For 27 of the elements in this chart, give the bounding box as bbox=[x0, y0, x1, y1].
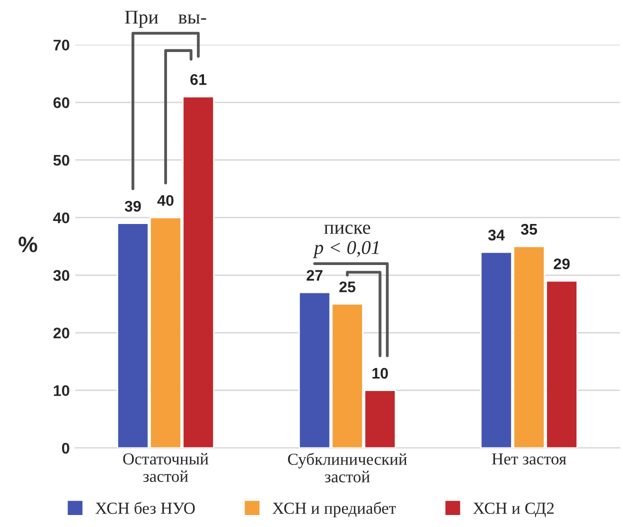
data-label: 25 bbox=[339, 281, 356, 292]
data-label: 61 bbox=[190, 74, 206, 85]
data-label: 29 bbox=[554, 258, 570, 270]
data-label: 35 bbox=[520, 224, 538, 235]
y-axis-title: % bbox=[18, 236, 38, 252]
x-tick-label: Нет застоя bbox=[492, 453, 566, 465]
legend-label: ХСН и предиабет bbox=[272, 502, 396, 518]
y-tick-label: 60 bbox=[53, 97, 70, 108]
y-tick-label: 70 bbox=[54, 40, 70, 50]
x-tick-label: Остаточный застой bbox=[123, 452, 208, 482]
x-tick-label: Субклинический застой bbox=[288, 452, 407, 482]
annotation: p < 0,01 bbox=[312, 240, 379, 258]
legend-label: ХСН без НУО bbox=[95, 502, 195, 514]
text: При вы- bbox=[125, 10, 206, 28]
y-tick-label: 20 bbox=[53, 328, 70, 338]
y-tick-label: 40 bbox=[53, 212, 70, 224]
y-tick-label: 10 bbox=[54, 385, 70, 396]
y-tick-label: 0 bbox=[62, 442, 70, 454]
y-tick-label: 30 bbox=[53, 270, 70, 281]
data-label: 34 bbox=[488, 230, 505, 240]
data-label: 10 bbox=[372, 368, 388, 379]
y-tick-label: 50 bbox=[53, 154, 70, 166]
annotation: писке bbox=[324, 224, 370, 234]
data-label: 39 bbox=[124, 200, 141, 212]
data-label: 27 bbox=[306, 270, 322, 281]
legend-label: ХСН и СД2 bbox=[473, 502, 554, 518]
data-label: 40 bbox=[157, 195, 174, 206]
